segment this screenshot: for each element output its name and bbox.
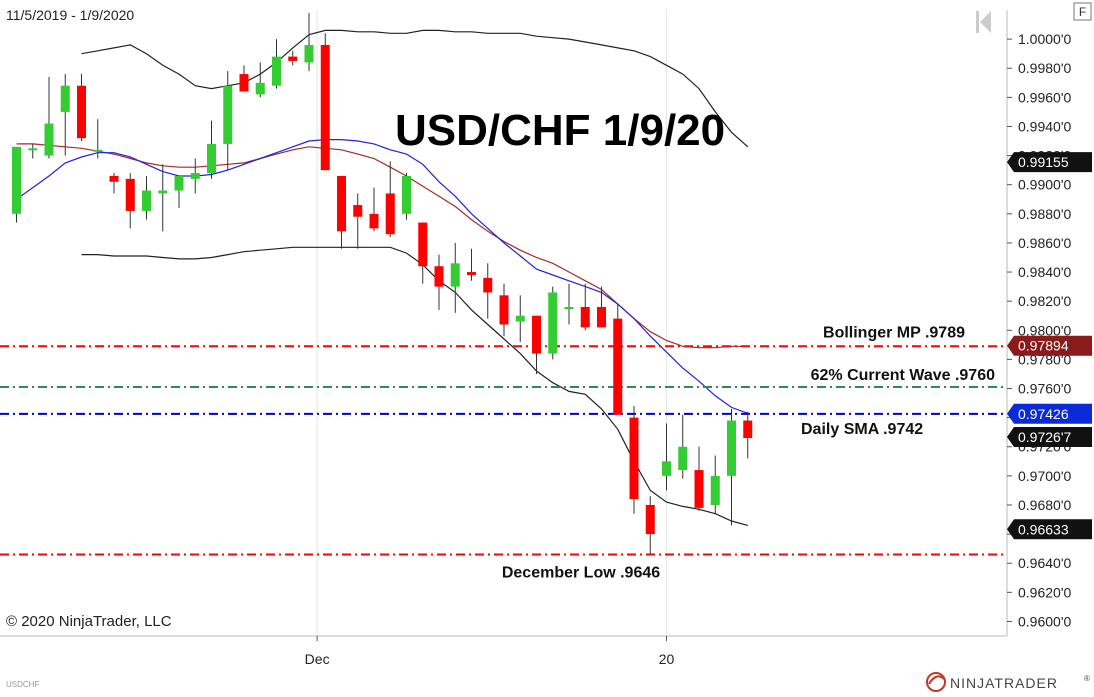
price-badge-label: 0.96633: [1018, 521, 1069, 537]
candle-body: [548, 292, 558, 354]
sma-blue-line: [16, 139, 749, 414]
price-badge: [1007, 335, 1092, 356]
level-label: 62% Current Wave .9760: [811, 367, 995, 384]
level-label: December Low .9646: [502, 564, 660, 581]
candle-body: [402, 175, 411, 214]
candle-body: [645, 504, 655, 535]
candle-body: [142, 190, 151, 211]
candle-body: [125, 178, 135, 211]
candle-body: [418, 222, 428, 267]
candle-body: [467, 272, 476, 275]
candle-body: [28, 148, 38, 151]
candle-body: [580, 306, 590, 328]
bollinger-upper-line: [81, 29, 749, 148]
price-badge-label: 0.97894: [1018, 338, 1069, 354]
y-tick-label: 0.9960'0: [1018, 89, 1071, 105]
y-tick-label: 0.9600'0: [1018, 613, 1071, 629]
level-labels: Bollinger MP .9789 62% Current Wave .9760…: [502, 324, 995, 581]
candle-body: [60, 85, 70, 112]
candle-body: [499, 295, 509, 325]
price-badge: [1007, 403, 1092, 424]
price-badge: [1007, 152, 1092, 173]
panel-button-label[interactable]: F: [1079, 5, 1086, 19]
chart-title: USD/CHF 1/9/20: [395, 106, 725, 155]
candle-body: [678, 446, 688, 471]
date-range: 11/5/2019 - 1/9/2020: [6, 7, 134, 23]
candle-body: [629, 417, 639, 500]
y-tick-label: 0.9940'0: [1018, 118, 1071, 134]
price-badge: [1007, 519, 1092, 540]
grid-lines: [316, 10, 667, 636]
candle-body: [743, 420, 753, 439]
candle-body: [77, 85, 86, 139]
candle-body: [320, 44, 330, 171]
y-tick-label: 0.9680'0: [1018, 497, 1071, 513]
candle-body: [158, 190, 168, 194]
candle-body: [272, 56, 281, 86]
x-tick-label: Dec: [305, 651, 330, 667]
level-label: Daily SMA .9742: [801, 421, 923, 438]
candle-body: [434, 266, 444, 287]
brand-name: NINJATRADER: [950, 675, 1058, 691]
candle-body: [223, 85, 233, 144]
y-tick-label: 0.9640'0: [1018, 555, 1071, 571]
copyright: © 2020 NinjaTrader, LLC: [6, 613, 172, 630]
candle-body: [613, 318, 623, 415]
candle-body: [239, 74, 249, 92]
level-lines: [0, 345, 1007, 556]
price-badge: [1007, 427, 1092, 447]
candle-body: [515, 315, 525, 322]
level-label: Bollinger MP .9789: [823, 324, 965, 341]
candle-body: [727, 420, 736, 476]
y-tick-label: 0.9820'0: [1018, 293, 1071, 309]
candle-body: [109, 175, 119, 182]
candle-body: [483, 277, 493, 293]
candle-body: [662, 461, 671, 476]
price-badge-label: 0.99155: [1018, 154, 1069, 170]
candles: [12, 12, 753, 555]
candle-body: [337, 175, 346, 232]
candle-body: [174, 175, 184, 191]
price-badges: 0.99155 0.97894 0.97426 0.9726'7 0.96633: [1007, 152, 1092, 540]
candle-body: [369, 213, 379, 229]
ninjatrader-logo-icon: [926, 672, 946, 692]
y-tick-label: 0.9620'0: [1018, 584, 1071, 600]
y-tick-label: 0.9860'0: [1018, 235, 1071, 251]
candle-body: [255, 82, 265, 95]
candle-body: [385, 193, 395, 235]
instrument-tag: USDCHF: [6, 680, 39, 689]
y-tick-label: 0.9900'0: [1018, 177, 1071, 193]
y-tick-label: 0.9880'0: [1018, 206, 1071, 222]
y-tick-label: 1.0000'0: [1018, 31, 1071, 47]
candle-body: [93, 149, 103, 152]
candle-body: [710, 475, 720, 505]
time-axis: Dec 20: [305, 636, 675, 667]
x-tick-label: 20: [659, 651, 675, 667]
price-badge-label: 0.97426: [1018, 406, 1069, 422]
panel-button[interactable]: F: [1073, 2, 1092, 21]
y-tick-label: 0.9840'0: [1018, 264, 1071, 280]
y-tick-label: 0.9800'0: [1018, 322, 1071, 338]
candle-body: [207, 143, 216, 174]
candle-body: [353, 205, 363, 217]
candle-body: [564, 306, 574, 309]
candle-body: [12, 146, 21, 214]
y-tick-label: 0.9700'0: [1018, 468, 1071, 484]
y-tick-label: 0.9760'0: [1018, 381, 1071, 397]
brand-registered: ®: [1084, 674, 1090, 683]
y-tick-label: 0.9980'0: [1018, 60, 1071, 76]
candle-body: [288, 56, 298, 61]
candle-body: [450, 263, 460, 287]
candle-body: [694, 470, 704, 508]
price-badge-label: 0.9726'7: [1018, 429, 1071, 445]
candle-body: [190, 173, 200, 179]
scroll-to-start-icon[interactable]: [976, 11, 991, 33]
candle-body: [44, 123, 54, 156]
candle-body: [597, 306, 606, 328]
candle-body: [532, 315, 541, 354]
candle-body: [304, 44, 314, 63]
price-axis-panel: [1007, 0, 1094, 668]
